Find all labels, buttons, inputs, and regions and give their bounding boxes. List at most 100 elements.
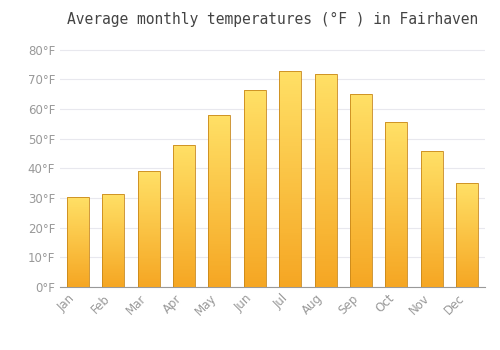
- Bar: [279, 250, 301, 252]
- Bar: [314, 182, 336, 184]
- Bar: [386, 122, 407, 287]
- Bar: [138, 205, 160, 206]
- Bar: [456, 218, 478, 219]
- Bar: [138, 271, 160, 272]
- Bar: [421, 186, 443, 188]
- Bar: [456, 286, 478, 287]
- Bar: [279, 211, 301, 214]
- Bar: [386, 132, 407, 134]
- Bar: [173, 172, 195, 173]
- Bar: [102, 282, 124, 283]
- Bar: [102, 268, 124, 269]
- Bar: [386, 274, 407, 275]
- Bar: [314, 127, 336, 129]
- Bar: [208, 229, 231, 230]
- Bar: [102, 228, 124, 229]
- Bar: [421, 220, 443, 222]
- Bar: [350, 168, 372, 169]
- Bar: [244, 190, 266, 192]
- Bar: [244, 157, 266, 159]
- Bar: [66, 199, 88, 200]
- Bar: [386, 160, 407, 162]
- Bar: [102, 203, 124, 204]
- Bar: [279, 181, 301, 183]
- Bar: [421, 232, 443, 234]
- Bar: [208, 142, 231, 144]
- Bar: [208, 213, 231, 215]
- Bar: [314, 261, 336, 264]
- Bar: [350, 252, 372, 254]
- Bar: [421, 224, 443, 226]
- Bar: [138, 265, 160, 266]
- Bar: [138, 204, 160, 205]
- Bar: [421, 215, 443, 216]
- Bar: [456, 239, 478, 240]
- Bar: [456, 241, 478, 243]
- Bar: [244, 193, 266, 194]
- Bar: [350, 214, 372, 216]
- Bar: [173, 236, 195, 237]
- Bar: [208, 134, 231, 136]
- Bar: [66, 282, 88, 284]
- Bar: [421, 150, 443, 152]
- Bar: [66, 239, 88, 240]
- Bar: [173, 261, 195, 263]
- Bar: [314, 197, 336, 199]
- Bar: [102, 231, 124, 232]
- Bar: [208, 161, 231, 163]
- Bar: [66, 245, 88, 246]
- Bar: [208, 170, 231, 172]
- Bar: [421, 160, 443, 162]
- Bar: [314, 285, 336, 287]
- Bar: [456, 259, 478, 260]
- Bar: [456, 190, 478, 191]
- Bar: [456, 273, 478, 274]
- Bar: [314, 116, 336, 118]
- Bar: [314, 174, 336, 176]
- Bar: [244, 173, 266, 175]
- Bar: [244, 244, 266, 246]
- Bar: [314, 86, 336, 89]
- Bar: [456, 230, 478, 231]
- Bar: [421, 249, 443, 250]
- Bar: [314, 281, 336, 283]
- Bar: [314, 221, 336, 223]
- Bar: [66, 218, 88, 219]
- Bar: [173, 155, 195, 156]
- Bar: [173, 259, 195, 260]
- Bar: [279, 107, 301, 110]
- Bar: [314, 118, 336, 120]
- Bar: [421, 256, 443, 257]
- Bar: [386, 177, 407, 178]
- Bar: [244, 135, 266, 137]
- Bar: [138, 276, 160, 278]
- Bar: [208, 156, 231, 158]
- Bar: [244, 113, 266, 116]
- Bar: [350, 250, 372, 252]
- Bar: [244, 204, 266, 206]
- Bar: [350, 277, 372, 279]
- Bar: [421, 279, 443, 280]
- Bar: [102, 219, 124, 220]
- Bar: [456, 187, 478, 188]
- Bar: [244, 269, 266, 271]
- Bar: [279, 131, 301, 133]
- Bar: [314, 91, 336, 93]
- Bar: [386, 170, 407, 172]
- Bar: [208, 206, 231, 208]
- Bar: [279, 150, 301, 153]
- Bar: [208, 215, 231, 217]
- Bar: [421, 173, 443, 174]
- Bar: [102, 276, 124, 277]
- Bar: [102, 232, 124, 233]
- Bar: [173, 230, 195, 231]
- Bar: [456, 252, 478, 253]
- Bar: [421, 211, 443, 212]
- Bar: [173, 270, 195, 271]
- Bar: [350, 169, 372, 172]
- Bar: [456, 245, 478, 246]
- Bar: [279, 198, 301, 201]
- Bar: [66, 225, 88, 226]
- Bar: [314, 131, 336, 133]
- Bar: [350, 248, 372, 250]
